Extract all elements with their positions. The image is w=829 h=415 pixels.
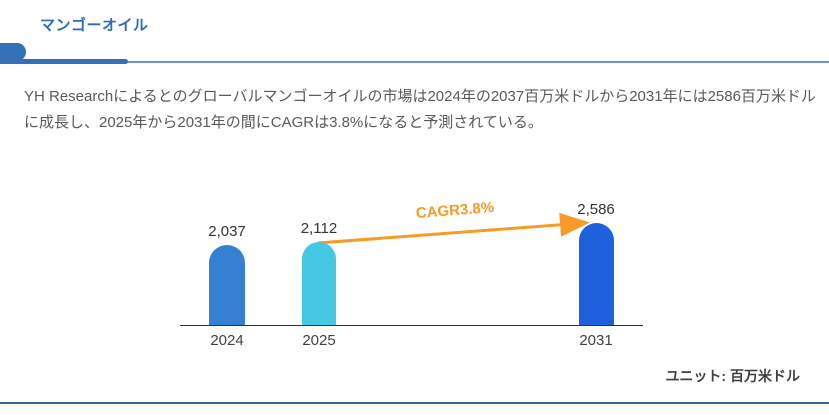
value-label-2031: 2,586	[577, 201, 615, 218]
market-summary-text: YH Researchによるとのグローバルマンゴーオイルの市場は2024年の20…	[24, 88, 816, 131]
bar-2025	[302, 242, 336, 325]
accent-tab-underline	[0, 59, 128, 64]
x-axis-label-2024: 2024	[210, 332, 244, 349]
unit-note: ユニット: 百万米ドル	[665, 368, 800, 384]
accent-tab-icon	[0, 43, 26, 61]
value-label-2024: 2,037	[208, 223, 246, 240]
header-divider	[0, 61, 829, 63]
bottom-border-line	[0, 402, 829, 404]
x-axis-label-2025: 2025	[302, 332, 336, 349]
bar-2031	[578, 223, 614, 325]
page-title: マンゴーオイル	[40, 17, 149, 34]
value-label-2025: 2,112	[300, 220, 338, 237]
bar-chart: CAGR3.8% 2,037 2024 2,112 2025 2,586 2031	[180, 195, 643, 355]
x-axis-line	[180, 325, 643, 326]
bar-2024	[209, 245, 245, 325]
x-axis-label-2031: 2031	[579, 332, 613, 349]
cagr-arrow-icon	[317, 212, 590, 245]
